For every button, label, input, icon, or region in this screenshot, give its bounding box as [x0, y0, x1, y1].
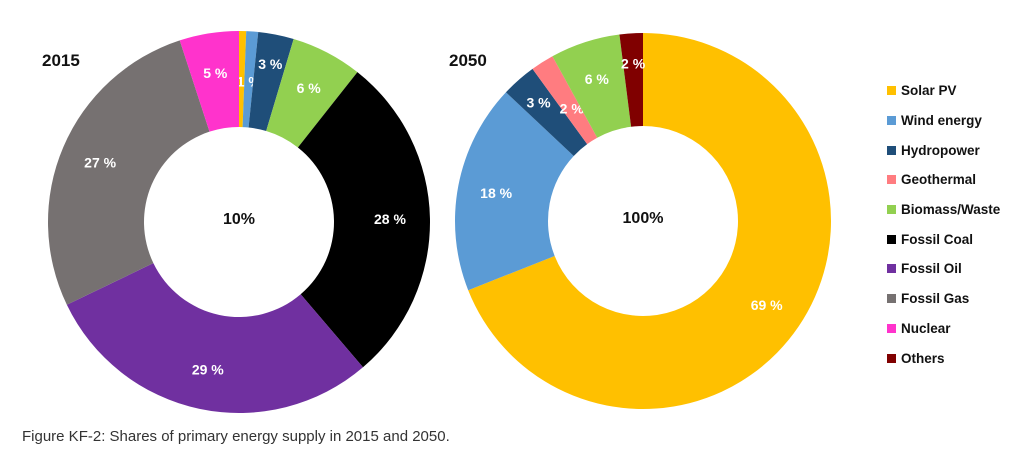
legend: Solar PV Wind energy Hydropower Geothermal B…	[887, 76, 1000, 373]
legend-swatch	[887, 353, 896, 363]
slice-biomass-waste	[266, 38, 358, 148]
slice-biomass-waste	[552, 34, 632, 138]
legend-label: Fossil Coal	[901, 231, 974, 247]
chart-title: 2050	[449, 51, 487, 70]
slice-label: 2 %	[621, 55, 646, 71]
legend-swatch	[887, 205, 896, 215]
legend-item: Fossil Oil	[887, 254, 1000, 284]
legend-swatch	[887, 234, 896, 244]
slice-fossil-oil	[66, 263, 363, 414]
donut-2050: 69 %18 %3 % 2 %6 %2 %100%2050	[449, 33, 832, 409]
slice-label: 6 %	[297, 80, 322, 96]
slice-wind-energy	[242, 31, 259, 128]
slice-label: 5 %	[203, 65, 228, 81]
slice-nuclear	[179, 31, 239, 132]
slice-label: 3 %	[526, 94, 551, 110]
slice-hydropower	[505, 68, 588, 156]
legend-label: Others	[901, 350, 945, 366]
legend-swatch	[887, 175, 896, 185]
slice-fossil-gas	[47, 40, 210, 305]
legend-item: Solar PV	[887, 76, 1000, 106]
center-label: 100%	[623, 210, 664, 227]
slice-label: 28 %	[374, 211, 406, 227]
legend-label: Geothermal	[901, 172, 977, 188]
slice-label: 3 %	[258, 56, 283, 72]
slice-wind-energy	[455, 92, 574, 291]
legend-item: Hydropower	[887, 135, 1000, 165]
legend-item: Fossil Gas	[887, 284, 1000, 314]
legend-swatch	[887, 323, 896, 333]
legend-item: Nuclear	[887, 314, 1000, 344]
legend-label: Fossil Oil	[901, 261, 962, 277]
legend-item: Biomass/Waste	[887, 195, 1000, 225]
legend-label: Biomass/Waste	[901, 202, 1001, 218]
slice-others	[619, 33, 643, 127]
legend-item: Others	[887, 343, 1000, 373]
legend-swatch	[887, 86, 896, 96]
legend-swatch	[887, 294, 896, 304]
slice-solar-pv	[239, 31, 247, 128]
slice-fossil-coal	[297, 72, 430, 368]
legend-item: Wind energy	[887, 106, 1000, 136]
slice-label: 27 %	[84, 155, 116, 171]
chart-title: 2015	[42, 51, 80, 70]
slice-label: 29 %	[192, 362, 224, 378]
slice-hydropower	[248, 31, 294, 131]
figure-caption: Figure KF-2: Shares of primary energy su…	[22, 428, 450, 445]
legend-label: Solar PV	[901, 83, 957, 99]
slice-label: 18 %	[480, 185, 512, 201]
legend-swatch	[887, 116, 896, 126]
legend-label: Wind energy	[901, 113, 982, 129]
slice-label: 2 %	[560, 101, 585, 117]
center-label: 10%	[223, 211, 255, 228]
legend-label: Hydropower	[901, 142, 980, 158]
slice-label: 69 %	[751, 297, 783, 313]
legend-label: Nuclear	[901, 320, 951, 336]
legend-swatch	[887, 145, 896, 155]
legend-item: Fossil Coal	[887, 224, 1000, 254]
legend-item: Geothermal	[887, 165, 1000, 195]
slice-label: 6 %	[585, 71, 610, 87]
donut-2015: 1 %3 %6 %28 %29 %27 %5 %10%2015	[42, 31, 430, 414]
legend-label: Fossil Gas	[901, 291, 970, 307]
slice-solar-pv	[468, 33, 832, 409]
slice-geothermal	[532, 56, 598, 145]
legend-swatch	[887, 264, 896, 274]
